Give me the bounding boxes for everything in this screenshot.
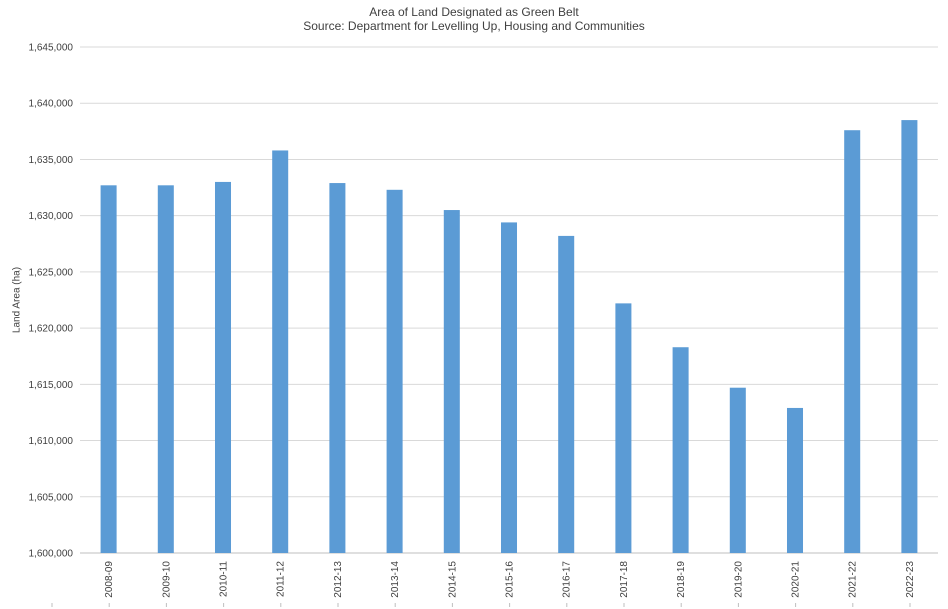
bar [157,185,174,553]
x-tick-label: 2019-20 [733,561,744,598]
bar [615,303,632,553]
y-tick-label: 1,630,000 [29,211,74,222]
bar [844,130,861,553]
x-tick-label: 2011-12 [276,561,287,597]
x-tick-label: 2014-15 [447,561,458,598]
x-tick-label: 2016-17 [562,561,573,598]
bar [901,120,918,553]
y-tick-label: 1,645,000 [29,43,74,54]
bar [786,407,804,553]
bar [100,185,117,553]
x-tick-label: 2008-09 [104,561,115,598]
x-tick-label: 2009-10 [161,561,172,598]
bar [272,150,289,553]
bar [214,181,232,553]
x-tick-label: 2022-23 [905,561,916,598]
x-tick-label: 2018-19 [676,561,687,598]
y-tick-label: 1,620,000 [29,324,74,335]
x-tick-label: 2015-16 [505,561,516,598]
y-tick-label: 1,610,000 [29,436,74,447]
bar [558,235,575,553]
y-tick-label: 1,605,000 [29,492,74,503]
x-tick-label: 2017-18 [619,561,630,598]
bar [443,210,460,554]
y-tick-label: 1,625,000 [29,267,74,278]
y-tick-label: 1,635,000 [29,155,74,166]
x-tick-label: 2013-14 [390,561,401,598]
x-tick-label: 2020-21 [791,561,802,598]
bar [729,387,746,553]
bar [672,347,689,553]
y-tick-label: 1,600,000 [29,549,74,560]
chart-subtitle: Source: Department for Levelling Up, Hou… [303,19,645,33]
bar [386,189,403,553]
y-tick-label: 1,615,000 [29,380,74,391]
chart-title: Area of Land Designated as Green Belt [369,5,579,19]
y-tick-label: 1,640,000 [29,99,74,110]
x-tick-label: 2010-11 [219,561,230,597]
bar [329,183,346,553]
bar [500,222,518,553]
x-tick-label: 2021-22 [848,561,859,598]
x-tick-label: 2012-13 [333,561,344,598]
